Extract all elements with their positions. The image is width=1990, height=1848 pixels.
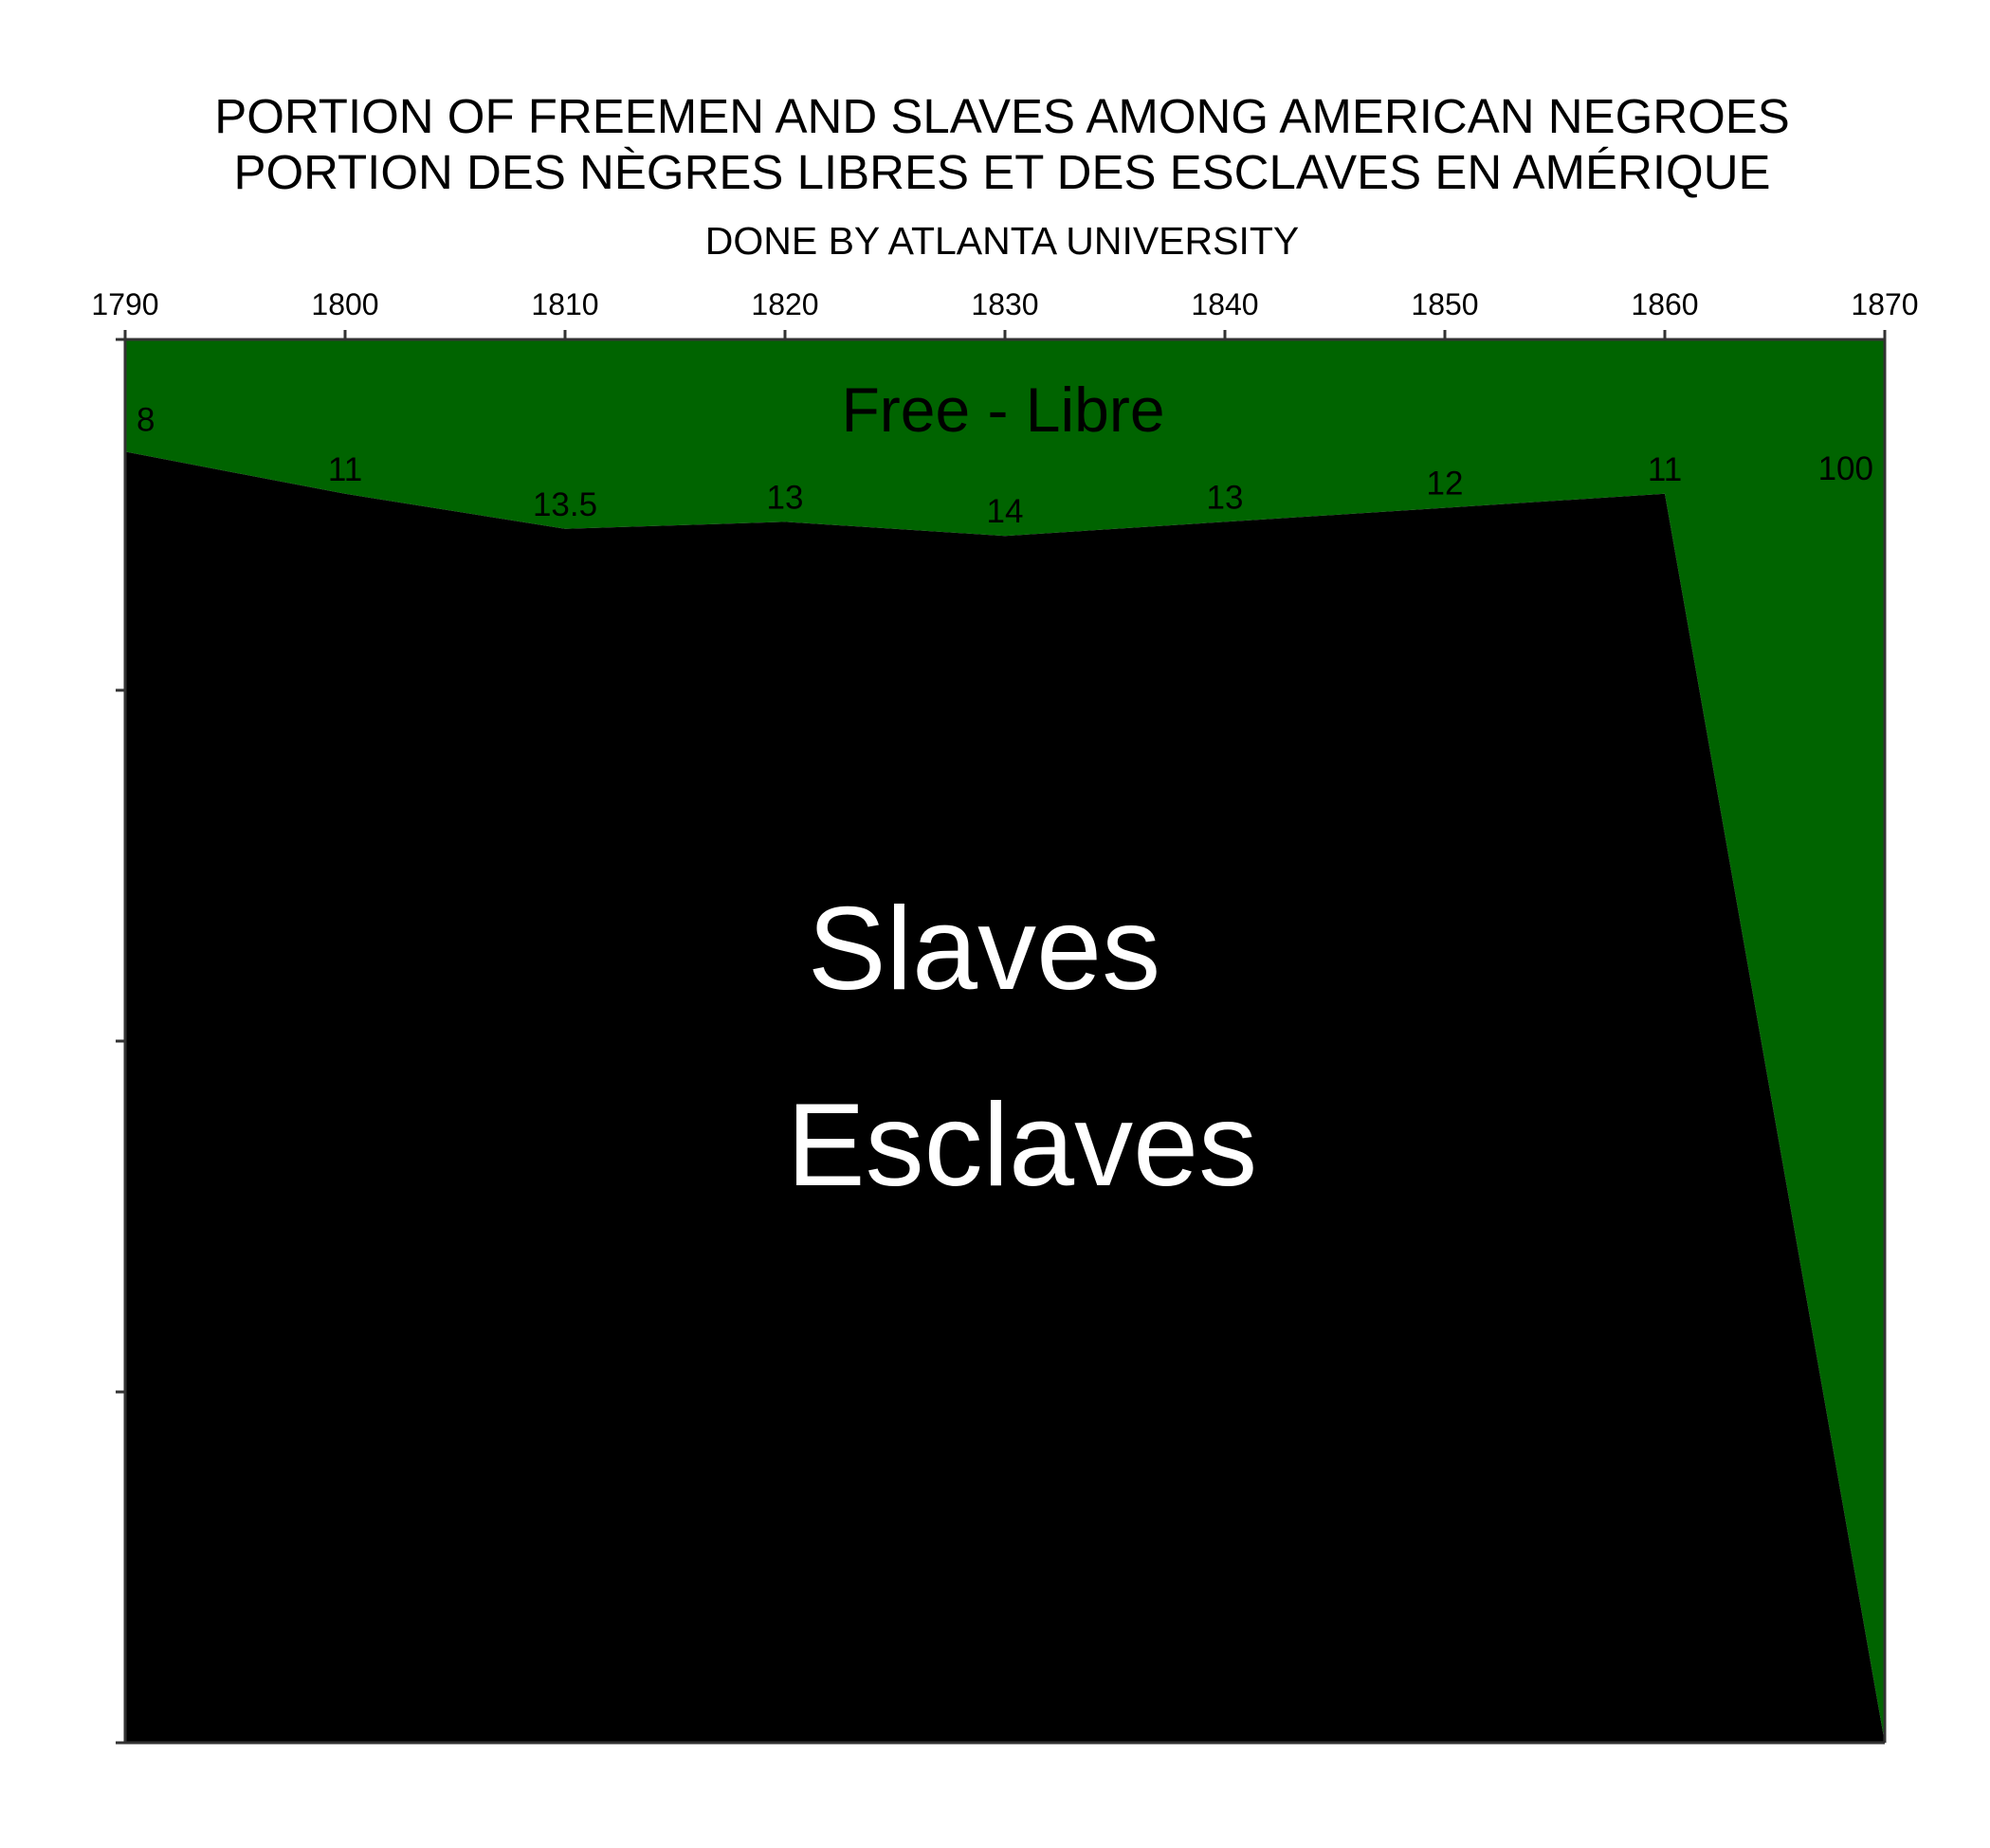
- chart-subtitle: DONE BY ATLANTA UNIVERSITY: [705, 219, 1300, 263]
- x-tick-label: 1860: [1631, 287, 1698, 321]
- chart-title-line-2: PORTION DES NÈGRES LIBRES ET DES ESCLAVE…: [233, 145, 1770, 199]
- chart-title-line-1: PORTION OF FREEMEN AND SLAVES AMONG AMER…: [214, 89, 1790, 143]
- x-tick-label: 1870: [1851, 287, 1918, 321]
- data-label: 11: [328, 451, 362, 488]
- data-label: 13: [1207, 479, 1244, 516]
- chart-data-labels: 8 11 13.5 13 14 13 12 11 100: [137, 401, 1873, 530]
- chart-areas: [125, 339, 1885, 1743]
- x-tick-label: 1810: [531, 287, 598, 321]
- chart-axes: 1790 1800 1810 1820 1830 1840 1850 1860 1870: [91, 287, 1919, 1745]
- chart-region-labels: Free - Libre Slaves Esclaves: [787, 375, 1257, 1211]
- x-tick-label: 1820: [751, 287, 818, 321]
- data-label: 100: [1818, 450, 1873, 487]
- data-label: 13.5: [533, 486, 597, 523]
- x-tick-label: 1830: [971, 287, 1038, 321]
- data-label: 8: [137, 401, 155, 438]
- x-tick-label: 1790: [91, 287, 158, 321]
- free-region-label: Free - Libre: [841, 375, 1164, 445]
- data-label: 12: [1427, 466, 1464, 503]
- slaves-area: [125, 451, 1885, 1743]
- esclaves-region-label: Esclaves: [787, 1080, 1257, 1211]
- data-label: 11: [1648, 451, 1682, 488]
- data-label: 14: [987, 493, 1024, 530]
- slaves-region-label: Slaves: [808, 884, 1160, 1015]
- free-area: [125, 339, 1885, 1743]
- chart-titles: PORTION OF FREEMEN AND SLAVES AMONG AMER…: [214, 89, 1790, 263]
- x-tick-label: 1840: [1191, 287, 1258, 321]
- x-tick-label: 1800: [311, 287, 378, 321]
- x-tick-label: 1850: [1411, 287, 1478, 321]
- data-label: 13: [767, 479, 804, 516]
